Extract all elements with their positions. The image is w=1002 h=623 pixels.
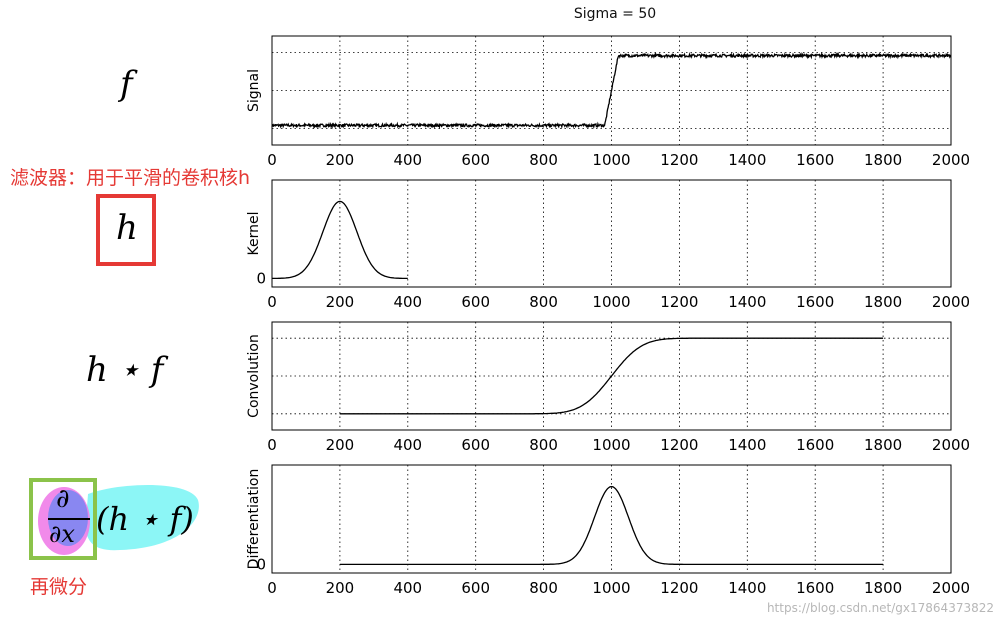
x-tick-label: 200 (326, 436, 355, 454)
x-tick-label: 600 (461, 151, 490, 169)
x-tick-label: 1800 (864, 436, 902, 454)
x-tick-label: 1000 (592, 436, 630, 454)
plots-group: 0 200 400 600 800 1000 1200 1400 1600 1800 2000Sig… (246, 35, 970, 597)
x-tick-label: 1000 (592, 151, 630, 169)
x-tick-label: 2000 (932, 293, 970, 311)
x-tick-label: 1600 (796, 579, 834, 597)
y-axis-label: Differentiation (246, 469, 262, 570)
watermark-url: https://blog.csdn.net/gx17864373822 (766, 601, 994, 615)
label-f: f (120, 64, 133, 104)
x-tick-label: 1200 (660, 293, 698, 311)
chart-panel-3: 0 200 400 600 800 1000 1200 1400 1600 1800 2000 Con… (246, 321, 970, 454)
filter-annotation: 滤波器：用于平滑的卷积核h (10, 167, 251, 189)
x-tick-label: 1200 (660, 436, 698, 454)
x-tick-label: 200 (326, 151, 355, 169)
label-diff-denominator: ∂x (49, 520, 75, 548)
series-line (272, 200, 408, 280)
x-tick-label: 800 (529, 436, 558, 454)
series-line (339, 485, 884, 566)
x-tick-label: 200 (326, 293, 355, 311)
x-tick-label: 600 (461, 579, 490, 597)
x-tick-label: 1200 (660, 579, 698, 597)
x-tick-label: 1400 (728, 436, 766, 454)
x-tick-label: 1800 (864, 293, 902, 311)
x-tick-label: 800 (529, 579, 558, 597)
x-tick-label: 2000 (932, 579, 970, 597)
x-tick-label: 2000 (932, 151, 970, 169)
x-tick-label: 1600 (796, 436, 834, 454)
derivative-highlight-box (29, 478, 97, 560)
x-tick-label: 800 (529, 293, 558, 311)
chart-panel-2: 0 200 400 600 800 1000 1200 1400 1600 1800 2000 0 Ke… (246, 179, 970, 311)
x-tick-label: 1200 (660, 151, 698, 169)
y-axis-label: Convolution (246, 334, 262, 418)
fraction-bar (48, 518, 90, 520)
x-tick-label: 1400 (728, 293, 766, 311)
y-tick-label: 0 (256, 555, 266, 573)
x-tick-label: 1800 (864, 579, 902, 597)
y-axis-label: Signal (246, 69, 262, 112)
x-tick-label: 1800 (864, 151, 902, 169)
y-tick-label: 0 (256, 269, 266, 287)
x-tick-label: 800 (529, 151, 558, 169)
x-tick-label: 400 (393, 436, 422, 454)
x-tick-label: 0 (267, 151, 277, 169)
label-diff-rest: (h ⋆ f) (96, 500, 194, 538)
x-tick-label: 600 (461, 293, 490, 311)
series-line (271, 51, 952, 130)
label-convolution: h ⋆ f (86, 350, 164, 390)
figure-title: Sigma = 50 (573, 6, 657, 22)
x-tick-label: 1400 (728, 579, 766, 597)
x-tick-label: 1400 (728, 151, 766, 169)
x-tick-label: 400 (393, 151, 422, 169)
series-line (339, 337, 884, 415)
x-tick-label: 0 (267, 293, 277, 311)
kernel-highlight-box (96, 194, 156, 266)
x-tick-label: 1600 (796, 151, 834, 169)
x-tick-label: 2000 (932, 436, 970, 454)
x-tick-label: 200 (326, 579, 355, 597)
x-tick-label: 400 (393, 579, 422, 597)
chart-panel-1: 0 200 400 600 800 1000 1200 1400 1600 1800 2000 Sig… (246, 35, 970, 169)
chart-panel-4: 0 200 400 600 800 1000 1200 1400 1600 1800 20000Di… (246, 464, 970, 597)
label-diff-numerator: ∂ (56, 484, 70, 514)
x-tick-label: 1000 (592, 293, 630, 311)
y-axis-label: Kernel (246, 212, 262, 256)
x-tick-label: 0 (267, 436, 277, 454)
x-tick-label: 600 (461, 436, 490, 454)
differentiate-annotation: 再微分 (30, 576, 88, 598)
x-tick-label: 1000 (592, 579, 630, 597)
label-h: h (116, 208, 138, 248)
x-tick-label: 0 (267, 579, 277, 597)
x-tick-label: 400 (393, 293, 422, 311)
x-tick-label: 1600 (796, 293, 834, 311)
